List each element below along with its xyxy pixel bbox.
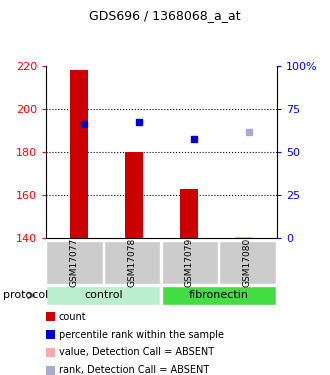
Text: count: count xyxy=(59,312,86,321)
Text: percentile rank within the sample: percentile rank within the sample xyxy=(59,330,224,339)
Bar xyxy=(125,152,143,238)
Bar xyxy=(235,237,253,238)
Text: fibronectin: fibronectin xyxy=(189,291,249,300)
Text: value, Detection Call = ABSENT: value, Detection Call = ABSENT xyxy=(59,348,214,357)
Text: GSM17080: GSM17080 xyxy=(243,238,251,287)
Text: GSM17077: GSM17077 xyxy=(69,238,78,287)
Text: GDS696 / 1368068_a_at: GDS696 / 1368068_a_at xyxy=(89,9,241,22)
Text: GSM17079: GSM17079 xyxy=(185,238,194,287)
Bar xyxy=(181,189,198,238)
Text: GSM17078: GSM17078 xyxy=(127,238,136,287)
Text: control: control xyxy=(84,291,123,300)
Bar xyxy=(70,70,88,238)
Text: protocol: protocol xyxy=(3,291,49,300)
Text: rank, Detection Call = ABSENT: rank, Detection Call = ABSENT xyxy=(59,366,209,375)
